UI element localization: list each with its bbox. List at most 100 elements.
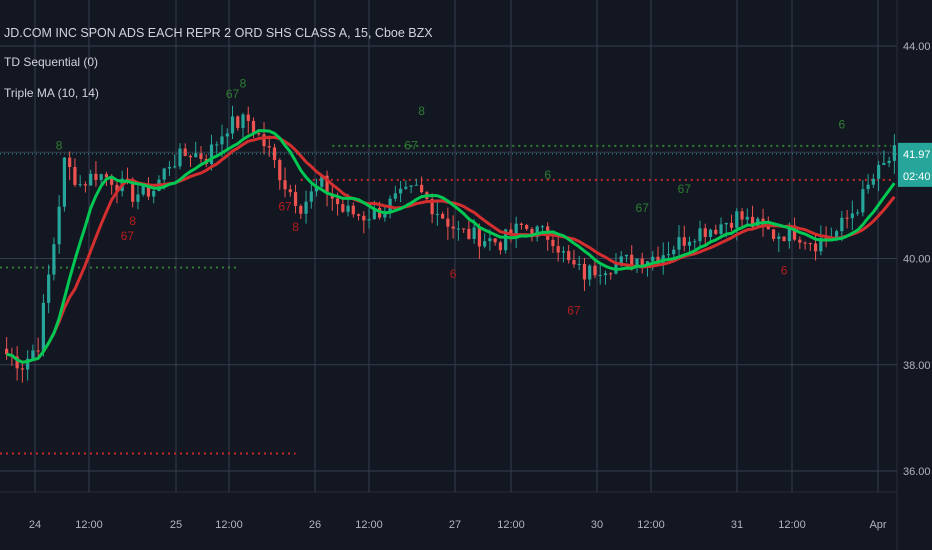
- indicator-td-sequential[interactable]: TD Sequential (0): [4, 55, 99, 69]
- candle-body: [698, 228, 702, 242]
- candle-body: [262, 134, 266, 147]
- candle-body: [136, 194, 140, 202]
- candle-body: [94, 173, 98, 180]
- time-tick-label: 12:00: [778, 519, 806, 531]
- time-tick-label: 12:00: [75, 519, 103, 531]
- candle-body: [351, 205, 355, 215]
- candle-body: [404, 186, 408, 189]
- candle-body: [588, 265, 592, 280]
- td-count-label: 67: [278, 200, 292, 214]
- last-price-label: 41.97: [903, 149, 931, 161]
- td-count-label: 8: [292, 220, 299, 234]
- candle-body: [26, 358, 30, 370]
- candle-body: [257, 133, 261, 135]
- candle-body: [5, 348, 9, 355]
- indicator-triple-ma[interactable]: Triple MA (10, 14): [4, 86, 99, 100]
- candle-body: [467, 228, 471, 239]
- td-count-label: 67: [121, 229, 135, 243]
- candle-body: [745, 216, 749, 220]
- candle-body: [850, 213, 854, 219]
- candle-body: [630, 254, 634, 267]
- candle-body: [414, 184, 418, 186]
- candle-body: [288, 189, 292, 193]
- price-tick-label: 40.00: [903, 254, 931, 266]
- td-count-label: 8: [240, 76, 247, 90]
- candle-body: [388, 198, 392, 212]
- symbol-title[interactable]: JD.COM INC SPON ADS EACH REPR 2 ORD SHS …: [4, 26, 433, 40]
- candle-body: [729, 222, 734, 228]
- candle-body: [735, 211, 739, 228]
- candle-body: [619, 256, 623, 264]
- candle-body: [47, 274, 51, 303]
- candle-body: [36, 350, 40, 352]
- candle-body: [672, 249, 676, 255]
- td-count-label: 8: [56, 139, 63, 153]
- candle-body: [420, 184, 424, 193]
- candle-body: [183, 148, 187, 156]
- time-tick-label: 31: [731, 519, 743, 531]
- candle-body: [798, 239, 802, 243]
- candle-body: [199, 153, 203, 159]
- time-tick-label: Apr: [869, 519, 886, 531]
- candle-body: [167, 166, 172, 169]
- candle-body: [383, 211, 387, 218]
- candle-body: [78, 184, 82, 186]
- candle-body: [314, 186, 319, 192]
- time-tick-label: 12:00: [637, 519, 665, 531]
- candle-body: [220, 136, 224, 145]
- candle-body: [435, 213, 439, 215]
- candle-body: [808, 243, 812, 245]
- candle-body: [325, 175, 329, 195]
- td-count-label: 6: [839, 117, 846, 131]
- candle-body: [551, 239, 555, 247]
- candle-body: [341, 204, 345, 212]
- time-tick-label: 27: [449, 519, 461, 531]
- candle-body: [514, 223, 518, 236]
- candle-body: [708, 229, 713, 237]
- candle-body: [477, 227, 481, 247]
- candle-body: [393, 193, 397, 199]
- candle-body: [677, 237, 681, 250]
- candle-body: [251, 120, 256, 134]
- candle-body: [283, 180, 287, 190]
- candle-body: [304, 201, 308, 214]
- candle-body: [293, 192, 298, 206]
- td-count-label: 6: [544, 168, 551, 182]
- td-count-label: 8: [418, 104, 425, 118]
- candle-body: [845, 217, 849, 219]
- candle-body: [572, 260, 576, 265]
- candle-body: [441, 213, 445, 219]
- candle-body: [877, 165, 881, 179]
- candle-body: [519, 223, 524, 225]
- candle-body: [178, 148, 182, 167]
- candle-body: [115, 184, 119, 192]
- candle-body: [451, 226, 455, 229]
- candle-body: [834, 231, 839, 237]
- candle-body: [687, 241, 692, 246]
- time-tick-label: 12:00: [497, 519, 525, 531]
- candle-body: [89, 173, 93, 186]
- candle-body: [73, 167, 77, 185]
- candle-body: [609, 273, 613, 275]
- candle-body: [509, 229, 513, 236]
- candle-body: [493, 238, 497, 243]
- candle-body: [892, 145, 896, 161]
- candle-body: [856, 212, 860, 214]
- td-count-label: 67: [226, 87, 240, 101]
- candle-body: [840, 217, 844, 232]
- td-count-label: 67: [678, 182, 692, 196]
- candle-body: [640, 258, 644, 267]
- candle-body: [267, 146, 271, 148]
- td-count-label: 6: [781, 263, 788, 277]
- price-tick-label: 44.00: [903, 41, 931, 53]
- candle-body: [409, 185, 413, 187]
- candle-body: [635, 258, 639, 267]
- candle-body: [456, 228, 460, 230]
- candle-body: [104, 174, 109, 178]
- candle-body: [498, 242, 503, 251]
- candle-body: [714, 229, 718, 234]
- candle-body: [535, 226, 539, 238]
- time-axis[interactable]: 24 12:00 25 12:00 26 12:00 27 12:00 30 12:00 31 12:…: [0, 491, 897, 531]
